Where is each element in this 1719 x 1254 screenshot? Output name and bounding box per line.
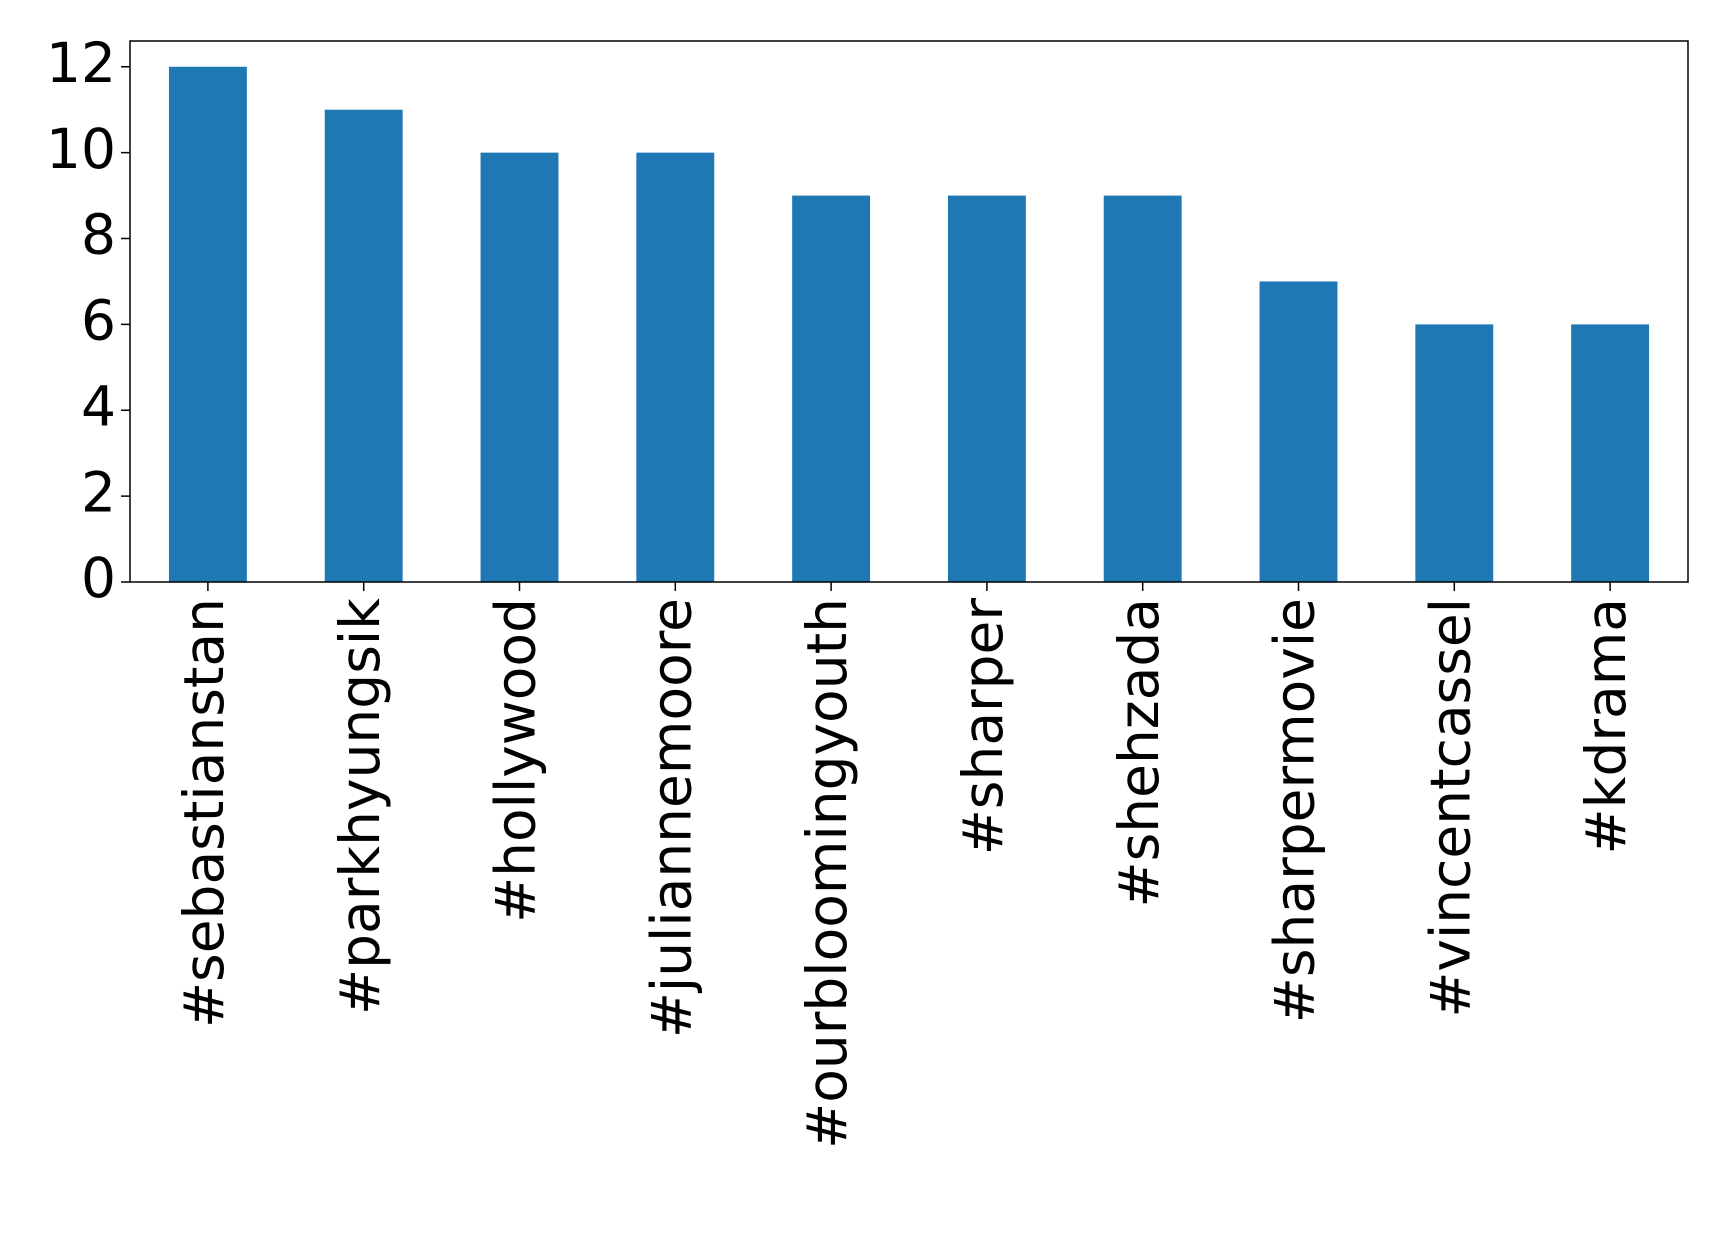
x-tick-label: #juliannemoore <box>639 598 703 1038</box>
x-tick-label: #vincentcassel <box>1418 598 1482 1018</box>
y-tick-label: 6 <box>81 289 116 353</box>
x-tick-label: #sharpermovie <box>1263 598 1327 1023</box>
bar <box>480 152 559 582</box>
y-tick-label: 2 <box>81 460 116 524</box>
bar <box>1103 195 1182 583</box>
bar <box>168 66 247 582</box>
x-tick-label: #sebastianstan <box>172 598 236 1028</box>
bar <box>947 195 1026 583</box>
y-tick-label: 4 <box>81 374 116 438</box>
bar <box>324 109 403 582</box>
plot-frame <box>129 40 1689 583</box>
x-tick-label: #parkhyungsik <box>328 598 392 1015</box>
x-tick-label: #sharper <box>951 598 1015 856</box>
bar <box>636 152 715 582</box>
bar <box>792 195 871 583</box>
x-tick-label: #ourbloomingyouth <box>795 598 859 1149</box>
bar <box>1415 324 1494 582</box>
x-tick-label: #hollywood <box>484 598 548 923</box>
bar <box>1571 324 1650 582</box>
y-tick-label: 10 <box>46 117 116 181</box>
x-tick-label: #kdrama <box>1574 598 1638 854</box>
x-tick-label: #shehzada <box>1107 598 1171 907</box>
y-tick-label: 12 <box>46 31 116 95</box>
y-tick-label: 8 <box>81 203 116 267</box>
bar <box>1259 281 1338 582</box>
y-tick-label: 0 <box>81 546 116 610</box>
